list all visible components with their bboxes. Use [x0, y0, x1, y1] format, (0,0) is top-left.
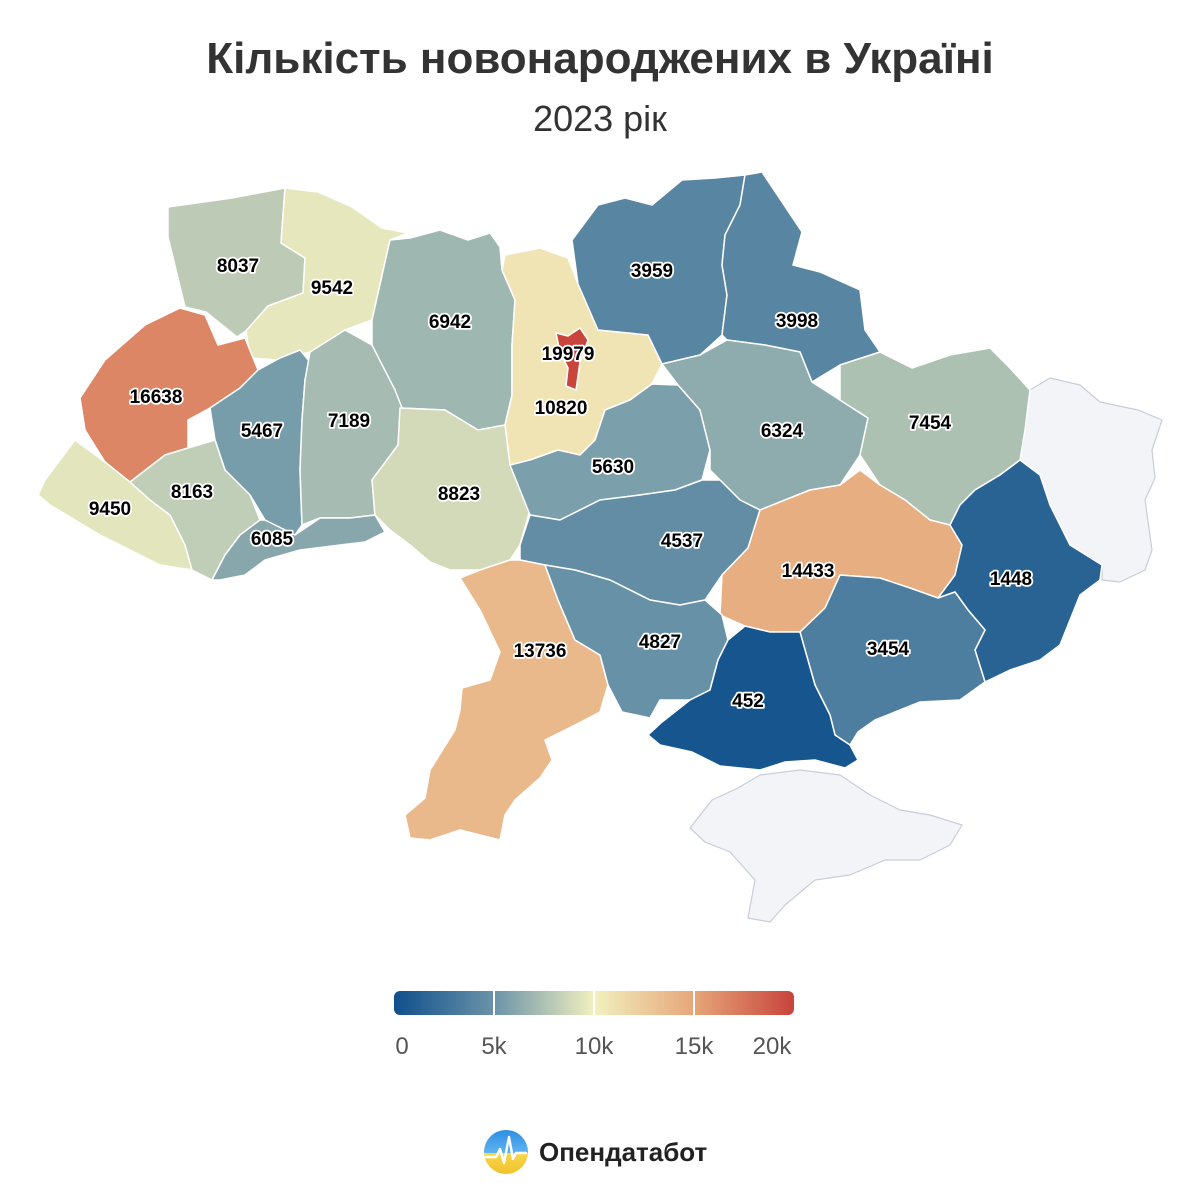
value-label-донецька: 1448	[990, 569, 1032, 590]
region-чернівецька[interactable]	[211, 514, 386, 581]
value-label-закарпатська: 9450	[89, 499, 131, 520]
map-title: Кількість новонароджених в Україні	[206, 34, 994, 83]
value-label-харківська: 7454	[909, 413, 952, 434]
map-subtitle: 2023 рік	[533, 98, 667, 139]
value-label-запорізька: 3454	[867, 639, 910, 660]
value-label-сумська: 3998	[776, 311, 818, 332]
region-херсонська[interactable]	[647, 625, 859, 771]
legend-tick-label: 20k	[752, 1033, 792, 1060]
region-тернопільська[interactable]	[209, 349, 311, 536]
region-сумська[interactable]	[721, 171, 881, 383]
legend-tick-label: 0	[395, 1033, 409, 1060]
value-label-черкаська: 5630	[592, 457, 634, 478]
region-ар-крим[interactable]	[689, 769, 963, 923]
legend-separator	[693, 991, 695, 1015]
value-label-вінницька: 8823	[438, 484, 480, 505]
brand-logo: Опендатабот	[483, 1128, 707, 1176]
value-label-кіровоградська: 4537	[661, 531, 703, 552]
opendatabot-logo-icon	[484, 1130, 528, 1174]
region-полтавська[interactable]	[661, 339, 869, 511]
value-label-київська: 10820	[535, 398, 588, 419]
legend-separator	[593, 991, 595, 1015]
legend-tick-label: 5k	[481, 1033, 507, 1060]
value-label-миколаївська: 4827	[639, 632, 681, 653]
value-label-чернігівська: 3959	[631, 261, 673, 282]
labels-layer: 8037 9542 6942 10820 3959 3998 16638 5467 7189 88…	[87, 254, 1034, 714]
value-label-рівненська: 9542	[311, 278, 353, 299]
value-label-м-київ: 19979	[542, 344, 595, 365]
value-label-дніпропетровська: 14433	[782, 561, 835, 582]
value-label-одеська: 13736	[514, 641, 567, 662]
legend-tick-label: 10k	[574, 1033, 614, 1060]
value-label-івано-франківська: 8163	[171, 482, 213, 503]
value-label-хмельницька: 7189	[328, 411, 370, 432]
value-label-волинська: 8037	[217, 256, 259, 277]
legend-color-bar	[394, 991, 794, 1015]
brand-name: Опендатабот	[539, 1136, 708, 1167]
color-legend: 0 5k 10k 15k 20k	[394, 991, 794, 1071]
value-label-полтавська: 6324	[761, 421, 804, 442]
value-label-житомирська: 6942	[429, 312, 471, 333]
value-label-тернопільська: 5467	[241, 421, 283, 442]
legend-tick-label: 15k	[674, 1033, 714, 1060]
region-м-київ[interactable]	[555, 327, 589, 391]
legend-separator	[493, 991, 495, 1015]
value-label-чернівецька: 6085	[251, 529, 294, 550]
value-label-львівська: 16638	[130, 387, 183, 408]
regions-layer	[37, 171, 1163, 923]
value-label-херсонська: 452	[732, 691, 764, 712]
